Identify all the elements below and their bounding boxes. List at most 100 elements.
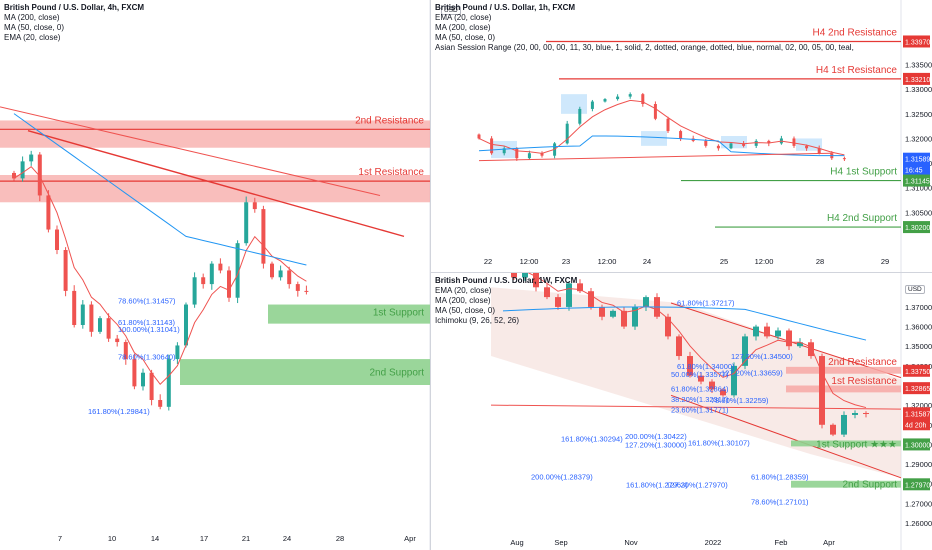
- left-legend-ma50: MA (50, close, 0): [4, 23, 65, 32]
- left-fib-label: 100.00%(1.31041): [118, 325, 180, 334]
- br-fib-label: 127.20%(1.27970): [666, 480, 728, 489]
- tr-candle: [590, 101, 594, 109]
- br-fib-label: 127.20%(1.34500): [731, 352, 793, 361]
- tr-candle: [742, 143, 746, 146]
- br-time-tick: Aug: [510, 538, 523, 547]
- left-time-tick: 21: [242, 534, 250, 543]
- top-right-chart-canvas[interactable]: 1.335001.330001.325001.320001.315001.310…: [431, 0, 932, 272]
- tr-h4r2-label: H4 2nd Resistance: [813, 27, 898, 38]
- br-candle: [841, 414, 847, 435]
- tr-candle: [729, 143, 733, 149]
- br-fib-label: 50.00%(1.33577): [671, 370, 729, 379]
- left-candle: [235, 243, 240, 298]
- bottom-right-currency-badge[interactable]: USD: [905, 285, 925, 294]
- tr-tag-h4s1: 1.31145: [905, 179, 930, 186]
- panel-divider-horizontal: [431, 272, 932, 273]
- tr-price-tick: 1.33500: [905, 61, 932, 70]
- left-candle: [201, 277, 206, 285]
- tr-ma200-line: [478, 152, 832, 162]
- tr-candle: [666, 118, 670, 132]
- left-candle: [106, 318, 111, 339]
- tr-price-tick: 1.31000: [905, 184, 932, 193]
- tr-h4s1-label: H4 1st Support: [830, 167, 897, 178]
- br-candle: [610, 310, 616, 317]
- br-tag-r1-bg: [903, 382, 930, 395]
- tr-tag-h4s1-bg: [903, 174, 930, 187]
- left-candle: [252, 202, 257, 210]
- br-candle: [830, 424, 836, 435]
- tr-asian-session-box: [561, 94, 587, 114]
- tr-time-tick: 12:00: [598, 257, 617, 266]
- br-candle: [797, 342, 803, 347]
- br-price-tick: 1.26000: [905, 519, 932, 528]
- br-r2-label: 2nd Resistance: [828, 357, 897, 368]
- br-tag-time: 4d 20h: [905, 422, 927, 429]
- br-r1-label: 1st Resistance: [831, 376, 897, 387]
- br-price-tick: 1.37000: [905, 303, 932, 312]
- tr-time-tick: 22: [484, 257, 492, 266]
- top-right-currency-badge[interactable]: USD: [441, 6, 461, 15]
- left-candle: [166, 359, 171, 407]
- tr-price-tick: 1.30500: [905, 208, 932, 217]
- br-tag-s1: 1.30000: [905, 442, 930, 449]
- br-candle: [709, 381, 715, 390]
- left-legend-title: British Pound / U.S. Dollar, 4h, FXCM: [4, 3, 145, 12]
- tr-candle: [490, 138, 494, 154]
- left-s1-label: 1st Support: [373, 308, 424, 319]
- tr-candle: [603, 99, 607, 102]
- tr-time-tick: 24: [643, 257, 651, 266]
- left-chart-canvas[interactable]: 1.345001.340001.335001.330001.325001.320…: [0, 0, 430, 550]
- br-time-tick: 2022: [705, 538, 722, 547]
- left-candle: [46, 195, 51, 230]
- left-s2-zone: [180, 359, 430, 385]
- tr-price-tick: 1.32500: [905, 110, 932, 119]
- br-candle: [676, 336, 682, 357]
- tr-asian-session-box: [721, 136, 747, 149]
- left-candle: [141, 372, 145, 387]
- left-candle: [89, 304, 94, 332]
- left-chart-panel[interactable]: British Pound / U.S. Dollar, 4h, FXCM MA…: [0, 0, 430, 550]
- bottom-right-legend-ichimoku: Ichimoku (9, 26, 52, 26): [435, 316, 520, 325]
- left-candle: [132, 359, 137, 387]
- left-legend: British Pound / U.S. Dollar, 4h, FXCM MA…: [4, 3, 144, 43]
- br-fib-label: 61.80%(1.37217): [677, 299, 735, 308]
- left-time-tick: 7: [58, 534, 62, 543]
- br-candle: [863, 413, 869, 414]
- br-tag-s2-bg: [903, 478, 930, 491]
- br-candle: [632, 306, 638, 327]
- br-fib-label: 61.80%(1.28359): [751, 473, 809, 482]
- tr-candle: [616, 96, 620, 100]
- left-candle: [278, 270, 283, 278]
- tr-candle: [842, 158, 846, 160]
- tr-time-tick: 28: [816, 257, 824, 266]
- left-candle: [98, 318, 102, 332]
- br-tag-r2-bg: [903, 364, 930, 377]
- br-s2-zone: [791, 480, 901, 488]
- left-candle: [55, 229, 59, 250]
- left-time-tick: 28: [336, 534, 344, 543]
- bottom-right-chart-panel[interactable]: British Pound / U.S. Dollar, 1W, FXCM EM…: [431, 273, 932, 550]
- tr-candle: [578, 108, 582, 124]
- left-time-tick: 10: [108, 534, 116, 543]
- tr-candle: [767, 140, 771, 144]
- bottom-right-chart-canvas[interactable]: 1.370001.360001.350001.340001.320001.310…: [431, 273, 932, 550]
- top-right-chart-panel[interactable]: British Pound / U.S. Dollar, 1h, FXCM EM…: [431, 0, 932, 272]
- tr-candle: [679, 131, 683, 139]
- tr-time-tick: 29: [881, 257, 889, 266]
- tr-ema20-line: [478, 99, 845, 156]
- tr-tag-time: 16:45: [905, 168, 923, 175]
- tr-h4r1-label: H4 1st Resistance: [816, 65, 898, 76]
- br-candle: [533, 273, 539, 288]
- br-candle: [555, 297, 561, 307]
- tr-time-tick: 12:00: [520, 257, 539, 266]
- left-candle: [115, 338, 120, 343]
- bottom-right-legend-ma200: MA (200, close): [435, 296, 491, 305]
- left-candle: [295, 284, 300, 291]
- br-channel-fill: [491, 287, 901, 478]
- left-candle: [12, 172, 16, 179]
- tr-tag-h4s2-bg: [903, 221, 930, 234]
- br-fib-label: 78.60%(1.32259): [711, 396, 769, 405]
- br-candle: [852, 413, 858, 415]
- br-fib-label: 161.80%(1.27963): [626, 481, 688, 490]
- left-candle: [175, 345, 180, 360]
